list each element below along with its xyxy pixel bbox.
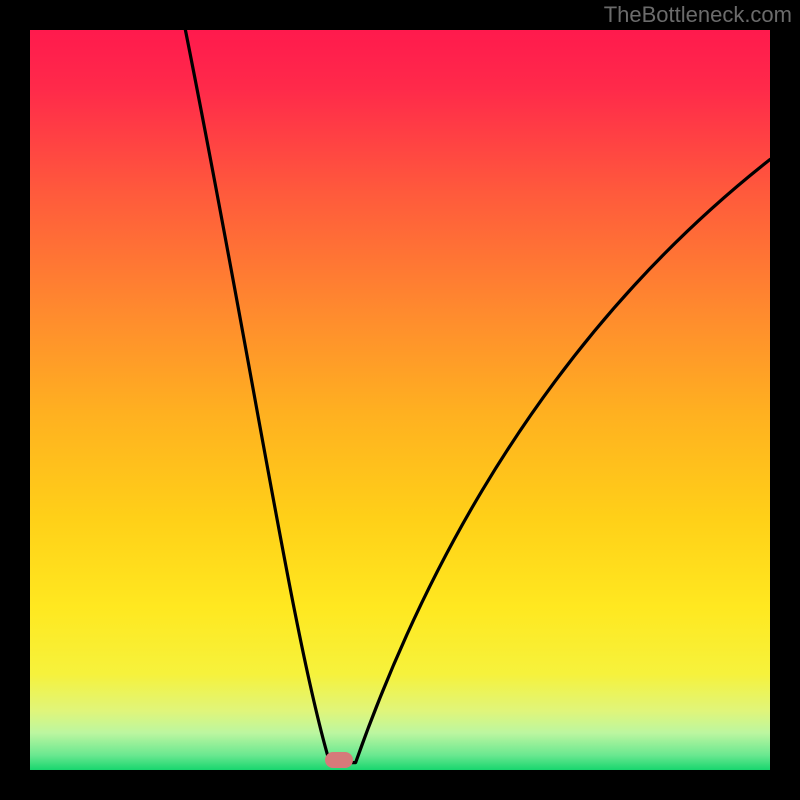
optimum-marker bbox=[325, 752, 353, 768]
bottleneck-curve bbox=[30, 30, 770, 770]
chart-stage: TheBottleneck.com bbox=[0, 0, 800, 800]
attribution-text: TheBottleneck.com bbox=[604, 2, 792, 28]
